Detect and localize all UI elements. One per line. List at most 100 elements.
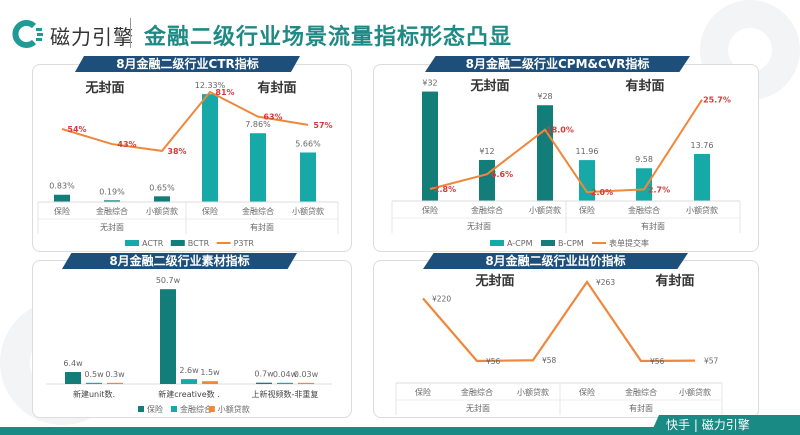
bid-chart-panel — [373, 260, 759, 418]
footer-brand-logo: 磁力引擎 — [701, 418, 750, 432]
x-tick-label: 保险 — [54, 206, 70, 216]
bar-保险 — [256, 382, 272, 384]
x-tick-label: 小额贷款 — [292, 206, 324, 216]
brand-logo-icon — [12, 20, 43, 48]
group-title: 有封面 — [655, 273, 694, 289]
bar-data-label: 7.86% — [245, 120, 271, 129]
bar-B-CPM — [422, 91, 438, 201]
legend-label: BCTR — [188, 239, 210, 248]
group-label: 有封面 — [629, 403, 653, 413]
bar-data-label: 50.7w — [156, 276, 181, 285]
legend-label: P3TR — [234, 239, 255, 248]
x-tick-label: 保险 — [415, 387, 431, 397]
legend-label: 金融综合 — [180, 404, 212, 414]
bar-BCTR — [154, 196, 170, 202]
x-tick-label: 小额贷款 — [679, 387, 711, 397]
bar-data-label: 0.3w — [105, 370, 125, 379]
x-tick-label: 金融综合 — [96, 206, 128, 216]
x-tick-label: 金融综合 — [461, 387, 493, 397]
legend-label: 保险 — [147, 404, 163, 414]
line-data-label: ¥56 — [486, 357, 501, 366]
x-tick-label: 小额贷款 — [529, 205, 561, 215]
line-data-label: 2.0% — [591, 188, 613, 197]
bar-小额贷款 — [298, 382, 314, 384]
bar-data-label: ¥28 — [537, 92, 552, 101]
legend-swatch — [490, 240, 504, 246]
x-tick-label: 小额贷款 — [517, 387, 549, 397]
header-divider — [130, 18, 131, 48]
bar-data-label: 0.03w — [294, 370, 319, 379]
line-data-label: 54% — [67, 125, 86, 134]
bar-data-label: 11.96 — [576, 147, 599, 156]
x-tick-label: 新建creative数 . — [158, 389, 219, 399]
bar-金融综合 — [86, 382, 102, 384]
bar-data-label: 0.19% — [99, 187, 125, 196]
group-title: 无封面 — [474, 273, 514, 289]
line-data-label: ¥57 — [704, 357, 719, 366]
bar-data-label: 0.5w — [84, 370, 104, 379]
line-data-label: 2.8% — [434, 185, 456, 194]
group-title: 无封面 — [84, 80, 124, 96]
x-tick-label: 金融综合 — [471, 205, 503, 215]
material-chart-title: 8月金融二级行业素材指标 — [62, 253, 297, 269]
line-data-label: 57% — [313, 121, 332, 130]
bar-金融综合 — [277, 382, 293, 384]
bar-data-label: ¥32 — [422, 79, 437, 88]
ctr-chart-panel — [32, 64, 352, 252]
group-label: 无封面 — [466, 403, 490, 413]
footer-bar — [0, 427, 800, 435]
line-data-label: 2.7% — [648, 185, 670, 194]
legend-swatch — [138, 406, 144, 412]
x-tick-label: 保险 — [579, 387, 595, 397]
bar-data-label: ¥12 — [479, 147, 494, 156]
bar-小额贷款 — [202, 381, 218, 384]
bar-BCTR — [54, 194, 70, 202]
cpm-chart-title: 8月金融二级行业CPM&CVR指标 — [425, 56, 690, 72]
legend-swatch — [171, 406, 177, 412]
legend-label: 表单提交率 — [609, 238, 649, 248]
line-data-label: 6.6% — [491, 170, 513, 179]
x-tick-label: 上新视频数-非重复 — [252, 389, 319, 399]
legend-swatch — [208, 406, 215, 412]
x-tick-label: 保险 — [579, 205, 595, 215]
line-data-label: 25.7% — [703, 96, 731, 105]
legend-swatch — [125, 240, 139, 246]
line-data-label: ¥58 — [542, 356, 557, 365]
bar-B-CPM — [479, 159, 495, 201]
bar-data-label: 12.33% — [195, 81, 226, 90]
page-title: 金融二级行业场景流量指标形态凸显 — [144, 25, 513, 50]
group-label: 有封面 — [641, 221, 665, 231]
price-line — [422, 279, 696, 363]
bar-data-label: 1.5w — [200, 368, 220, 377]
x-tick-label: 小额贷款 — [146, 206, 178, 216]
x-tick-label: 金融综合 — [625, 387, 657, 397]
x-tick-label: 新建unit数. — [73, 389, 115, 399]
bar-data-label: 0.65% — [149, 183, 175, 192]
group-title: 有封面 — [625, 78, 664, 94]
x-tick-label: 金融综合 — [628, 205, 660, 215]
bar-A-CPM — [636, 168, 652, 201]
line-data-label: 18.0% — [546, 126, 574, 135]
bar-保险 — [160, 289, 176, 384]
line-P3TR — [61, 90, 309, 152]
legend-label: B-CPM — [558, 239, 584, 248]
x-tick-label: 小额贷款 — [686, 205, 718, 215]
material-chart-panel — [32, 260, 352, 418]
group-title: 有封面 — [257, 80, 296, 96]
group-label: 无封面 — [467, 221, 491, 231]
line-data-label: ¥263 — [596, 278, 615, 287]
line-data-label: ¥56 — [650, 357, 665, 366]
bar-B-CPM — [537, 105, 553, 201]
bar-data-label: 0.7w — [254, 370, 274, 379]
line-data-label: 81% — [215, 88, 234, 97]
bar-data-label: 13.76 — [691, 141, 714, 150]
footer-logos: 快手 | 磁力引擎 — [650, 415, 800, 435]
ctr-chart-title: 8月金融二级行业CTR指标 — [75, 56, 300, 72]
line-data-label: 38% — [167, 147, 186, 156]
bar-ACTR — [300, 152, 316, 202]
bar-data-label: 2.6w — [179, 366, 199, 375]
bar-data-label: 9.58 — [635, 155, 653, 164]
bar-ACTR — [250, 133, 266, 202]
x-tick-label: 保险 — [422, 205, 438, 215]
bid-chart-title: 8月金融二级行业出价指标 — [423, 253, 688, 269]
